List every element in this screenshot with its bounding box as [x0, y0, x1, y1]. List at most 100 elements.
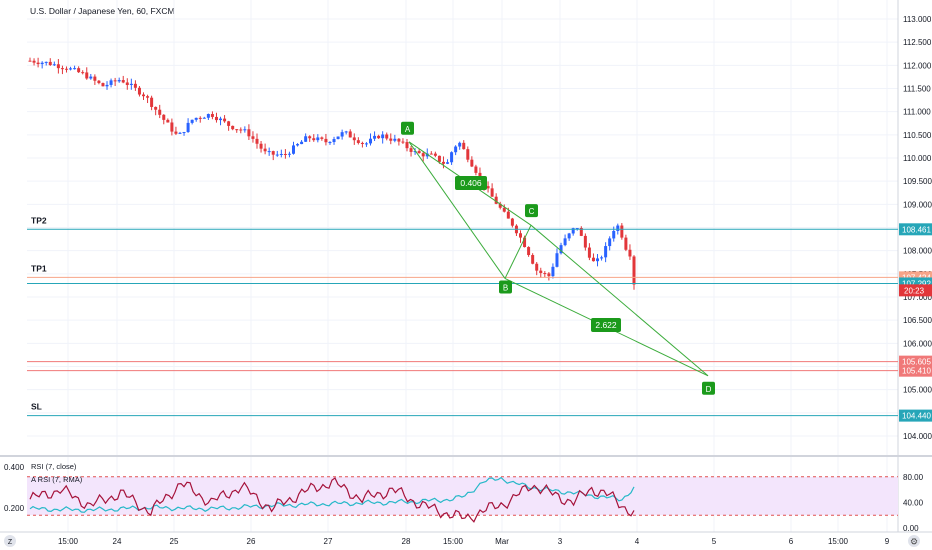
candle-body [210, 114, 214, 117]
candle-body [48, 61, 52, 66]
time-tick-label: 4 [635, 537, 640, 546]
candle-body [283, 153, 287, 155]
level-price-text: 107.292 [902, 279, 931, 288]
pattern-point-label: B [503, 283, 508, 292]
candle-body [142, 94, 146, 97]
candle-body [551, 266, 555, 277]
candle-body [450, 152, 454, 163]
level-price-text: 105.605 [902, 358, 931, 367]
candle-body [32, 60, 36, 63]
candle-body [373, 135, 377, 139]
candle-body [117, 80, 121, 82]
arsi-line [29, 476, 635, 513]
candle-body [547, 273, 551, 277]
time-tick-label: 27 [324, 537, 333, 546]
time-tick-label: 15:00 [828, 537, 849, 546]
level-price-tag [899, 409, 932, 422]
level-price-tag [899, 355, 932, 368]
candle-body [527, 247, 531, 256]
time-tick-label: 28 [402, 537, 411, 546]
candle-body [251, 136, 255, 139]
pattern-ratio-text: 2.622 [595, 320, 617, 330]
rsi-right-tick: 0.00 [903, 524, 919, 533]
candle-body [182, 132, 186, 134]
candle-body [275, 154, 279, 156]
level-price-text: 104.440 [902, 412, 931, 421]
candle-body [462, 142, 466, 150]
candle-body [304, 136, 308, 142]
candle-body [429, 153, 433, 155]
candle-body [186, 122, 190, 133]
pattern-point-label: C [529, 207, 535, 216]
candle-body [137, 87, 141, 95]
candle-body [340, 132, 344, 137]
candle-body [628, 249, 632, 257]
candle-body [89, 76, 93, 79]
level-price-tag [899, 364, 932, 377]
price-tick-label: 105.000 [903, 386, 932, 395]
arsi-legend: A RSI (7, RMA) [31, 475, 83, 484]
candle-body [344, 131, 348, 133]
candle-body [490, 188, 494, 197]
candle-body [328, 142, 332, 144]
candle-body [291, 145, 295, 154]
candle-body [555, 253, 559, 267]
candle-body [389, 138, 393, 141]
candle-body [523, 237, 527, 248]
candle-body [332, 139, 336, 143]
candle-body [64, 68, 68, 70]
rsi-legend: RSI (7, close) [31, 462, 77, 471]
level-price-text: 105.410 [902, 367, 931, 376]
candle-body [271, 151, 275, 155]
candle-body [518, 233, 522, 238]
candle-body [77, 68, 81, 73]
candle-body [231, 125, 235, 130]
candle-body [470, 159, 474, 167]
candle-body [296, 144, 300, 146]
candle-body [279, 153, 283, 155]
candle-body [60, 68, 64, 70]
pattern-ratio-badge [455, 176, 487, 190]
time-tick-label: Mar [495, 537, 509, 546]
candle-body [421, 153, 425, 157]
price-tick-label: 112.000 [903, 61, 932, 70]
level-price-tag [899, 223, 932, 236]
candle-body [40, 62, 44, 65]
candle-body [129, 83, 133, 85]
price-tick-label: 109.000 [903, 200, 932, 209]
price-tick-label: 111.000 [903, 108, 931, 117]
candle-body [539, 270, 543, 274]
candle-body [190, 119, 194, 123]
candle-body [93, 76, 97, 81]
candle-body [81, 72, 85, 74]
candle-body [413, 151, 417, 153]
candle-body [206, 114, 210, 118]
candle-body [336, 136, 340, 140]
candle-body [202, 117, 206, 119]
time-tick-label: 26 [247, 537, 256, 546]
pattern-point-marker [401, 121, 414, 135]
candle-body [150, 97, 154, 107]
candle-body [235, 129, 239, 131]
pattern-ratio-text: 0.406 [460, 178, 482, 188]
time-tick-label: 15:00 [58, 537, 79, 546]
candle-body [579, 227, 583, 236]
candle-body [583, 235, 587, 248]
candle-body [259, 143, 263, 149]
candle-body [146, 96, 150, 98]
pattern-point-marker [702, 381, 715, 395]
pattern-leg-bc [504, 224, 532, 279]
candle-body [616, 225, 620, 231]
rsi-left-tick: 0.200 [4, 504, 25, 513]
candle-body [393, 138, 397, 141]
candle-body [466, 149, 470, 160]
candle-body [486, 186, 490, 189]
level-label: TP2 [31, 215, 47, 225]
candle-body [612, 230, 616, 239]
candle-body [446, 162, 450, 164]
price-tick-label: 106.000 [903, 339, 932, 348]
candle-body [494, 196, 498, 204]
candle-body [214, 116, 218, 121]
candle-body [227, 121, 231, 126]
